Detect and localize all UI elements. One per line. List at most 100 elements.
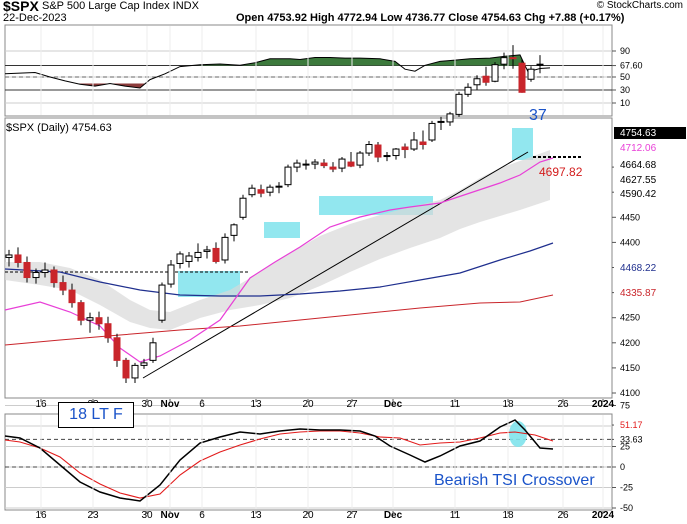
candle	[473, 75, 481, 90]
price-value-tag-text: 4627.55	[620, 175, 657, 186]
price-value-tag-bg	[614, 188, 686, 200]
price-value-tag: 4712.06	[614, 142, 686, 154]
candle-up	[311, 161, 319, 165]
high-label: High	[310, 12, 335, 24]
candle-down	[518, 62, 526, 93]
x-tick-label: 11	[450, 399, 461, 410]
candle-down	[122, 359, 130, 379]
candle	[158, 282, 166, 323]
x-tick-label: 13	[250, 399, 262, 410]
price-value-tag-bg	[614, 262, 686, 274]
candle-up	[383, 155, 391, 158]
x-tick-label: 16	[35, 510, 47, 521]
price-value-tag: 4754.63	[614, 127, 686, 139]
x-tick-label: 6	[199, 399, 205, 410]
candle-up	[293, 162, 301, 168]
candle-down	[419, 141, 427, 146]
candle-up	[185, 255, 193, 262]
close-value: 4754.63	[481, 12, 522, 24]
chart-date: 22-Dec-2023	[3, 12, 67, 24]
candle	[446, 111, 454, 126]
price-tick-label: 4100	[620, 388, 640, 398]
candle	[347, 152, 355, 168]
candle	[527, 66, 535, 82]
open-label: Open	[236, 12, 265, 24]
candle	[428, 120, 436, 142]
candle-up	[41, 269, 49, 274]
ohlc-readout: Open 4753.92 High 4772.94 Low 4736.77 Cl…	[236, 12, 624, 24]
candle-up	[428, 122, 436, 141]
candle	[275, 182, 283, 194]
candle-up	[527, 68, 535, 80]
tsi-crossover-note: Bearish TSI Crossover	[434, 472, 595, 489]
candle-up	[446, 113, 454, 123]
candle	[311, 159, 319, 170]
peak-label: 37	[529, 107, 547, 124]
price-value-tag-bg	[614, 287, 686, 299]
tsi-value-tag-bg	[614, 431, 654, 443]
candle	[86, 312, 94, 333]
tsi-frame	[4, 413, 613, 511]
price-value-tag: 4627.55	[614, 174, 686, 186]
candle	[59, 275, 67, 296]
candle	[176, 251, 184, 269]
candle-up	[302, 163, 310, 166]
candle	[392, 148, 400, 160]
candle	[320, 159, 328, 169]
candle	[230, 223, 238, 242]
rsi-frame	[4, 24, 613, 117]
candle	[185, 251, 193, 268]
candle-down	[104, 323, 112, 339]
x-tick-label: 13	[250, 510, 262, 521]
candle	[257, 184, 265, 198]
tsi-tick-label: 0	[620, 462, 625, 472]
x-tick-label: 26	[557, 510, 569, 521]
rsi-overbought-fill	[5, 54, 550, 66]
x-tick-label: Nov	[161, 510, 180, 521]
x-tick-label: Dec	[384, 399, 403, 410]
x-tick-label: 27	[346, 510, 358, 521]
x-tick-label: 2024	[592, 399, 615, 410]
price-tick-label: 4400	[620, 237, 640, 247]
symbol: $SPX	[3, 0, 39, 14]
candle-down	[401, 146, 409, 151]
candle-down	[374, 144, 382, 158]
high-value: 4772.94	[337, 12, 378, 24]
candle-up	[536, 63, 544, 66]
chg-value: +7.88 (+0.17%)	[548, 12, 625, 24]
candle-up	[140, 362, 148, 366]
x-tick-label: 6	[199, 510, 205, 521]
price-value-tag: 4664.68	[614, 159, 686, 171]
candle	[500, 52, 508, 70]
price-value-tag-bg	[614, 159, 686, 171]
x-tick-label: 16	[35, 399, 47, 410]
price-value-tag-text: 4335.87	[620, 288, 657, 299]
x-tick-label: Dec	[384, 510, 403, 521]
candle-down	[320, 162, 328, 167]
rsi-tick-label: 10	[620, 98, 630, 108]
candle	[95, 311, 103, 330]
price-tick-label: 4200	[620, 338, 640, 348]
candle	[482, 66, 490, 86]
x-tick-label: 11	[450, 510, 461, 521]
x-tick-label: 26	[557, 399, 569, 410]
candle-down	[482, 75, 490, 83]
candle-up	[194, 251, 202, 258]
candle	[140, 358, 148, 369]
tsi-tick-label: -50	[620, 503, 633, 513]
candle-down	[257, 189, 265, 194]
watermark: © StockCharts.com	[596, 0, 683, 11]
candle	[419, 130, 427, 150]
candle-up	[365, 144, 373, 154]
candle	[518, 59, 526, 93]
candle-down	[509, 57, 517, 60]
candle	[293, 159, 301, 173]
candle-up	[248, 187, 256, 196]
candle-up	[230, 224, 238, 236]
candle-up	[266, 186, 274, 193]
x-tick-label: 23	[87, 510, 99, 521]
candle	[203, 245, 211, 259]
highlight-zone	[264, 222, 300, 238]
